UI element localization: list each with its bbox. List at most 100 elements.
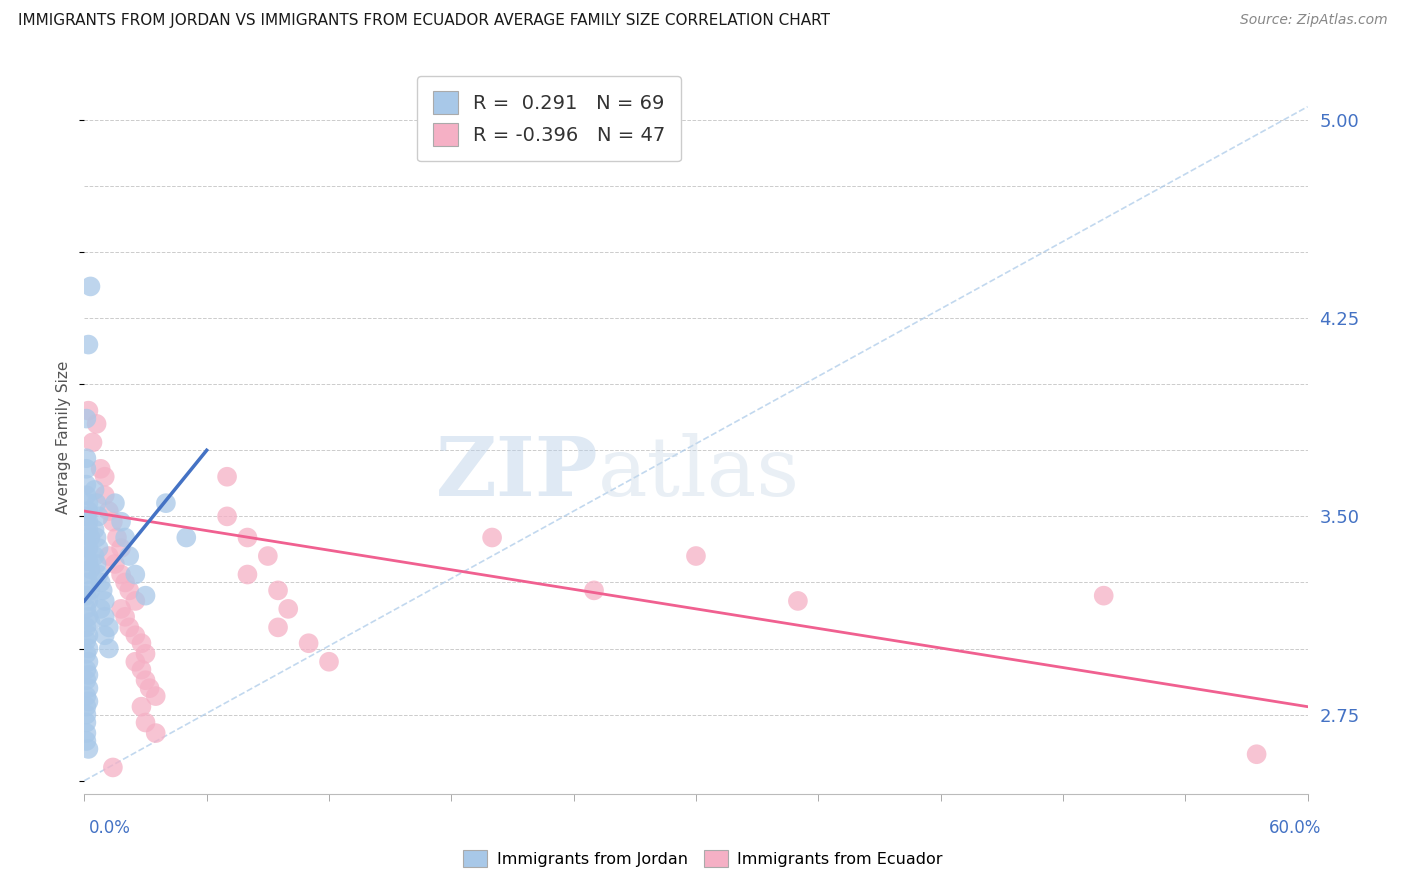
Point xyxy=(101,760,124,774)
Text: Source: ZipAtlas.com: Source: ZipAtlas.com xyxy=(1240,13,1388,28)
Point xyxy=(1092,589,1115,603)
Point xyxy=(86,496,108,510)
Point xyxy=(82,435,104,450)
Point xyxy=(118,549,141,563)
Point xyxy=(131,636,153,650)
Point xyxy=(110,541,132,555)
Point xyxy=(217,509,239,524)
Point xyxy=(145,726,167,740)
Point xyxy=(93,594,117,608)
Point xyxy=(110,567,132,582)
Point xyxy=(97,641,120,656)
Point xyxy=(75,707,97,722)
Point xyxy=(685,549,707,563)
Point xyxy=(1246,747,1268,762)
Point xyxy=(83,523,105,537)
Point xyxy=(105,531,128,545)
Point xyxy=(90,602,112,616)
Point xyxy=(77,496,100,510)
Point xyxy=(155,496,177,510)
Point xyxy=(79,562,101,576)
Point xyxy=(79,615,101,629)
Point xyxy=(131,663,153,677)
Point xyxy=(124,594,146,608)
Point xyxy=(75,602,97,616)
Point xyxy=(236,531,259,545)
Legend: Immigrants from Jordan, Immigrants from Ecuador: Immigrants from Jordan, Immigrants from … xyxy=(457,843,949,873)
Point xyxy=(75,647,97,661)
Point xyxy=(75,734,97,748)
Point xyxy=(124,567,146,582)
Point xyxy=(75,411,97,425)
Point xyxy=(93,488,117,502)
Point xyxy=(77,694,100,708)
Point xyxy=(267,620,290,634)
Point xyxy=(110,602,132,616)
Point xyxy=(77,554,100,568)
Y-axis label: Average Family Size: Average Family Size xyxy=(56,360,72,514)
Point xyxy=(176,531,198,545)
Point xyxy=(86,557,108,571)
Point xyxy=(75,451,97,466)
Point xyxy=(75,726,97,740)
Point xyxy=(75,673,97,688)
Point xyxy=(97,620,120,634)
Point xyxy=(75,620,97,634)
Point xyxy=(118,583,141,598)
Point xyxy=(110,515,132,529)
Point xyxy=(145,689,167,703)
Point xyxy=(277,602,299,616)
Point xyxy=(93,469,117,483)
Point xyxy=(118,620,141,634)
Point xyxy=(267,583,290,598)
Point xyxy=(77,609,100,624)
Point xyxy=(90,575,112,590)
Point xyxy=(77,575,100,590)
Point xyxy=(91,583,114,598)
Point xyxy=(257,549,280,563)
Point xyxy=(135,715,157,730)
Point xyxy=(77,337,100,351)
Point xyxy=(77,523,100,537)
Point xyxy=(583,583,606,598)
Point xyxy=(114,531,136,545)
Point xyxy=(83,549,105,563)
Point xyxy=(75,663,97,677)
Point xyxy=(79,279,101,293)
Point xyxy=(86,417,108,431)
Point xyxy=(75,567,97,582)
Legend: R =  0.291   N = 69, R = -0.396   N = 47: R = 0.291 N = 69, R = -0.396 N = 47 xyxy=(418,76,682,161)
Point xyxy=(77,641,100,656)
Point xyxy=(87,541,110,555)
Point xyxy=(77,504,100,518)
Point xyxy=(114,575,136,590)
Text: IMMIGRANTS FROM JORDAN VS IMMIGRANTS FROM ECUADOR AVERAGE FAMILY SIZE CORRELATIO: IMMIGRANTS FROM JORDAN VS IMMIGRANTS FRO… xyxy=(18,13,831,29)
Point xyxy=(75,509,97,524)
Point xyxy=(135,589,157,603)
Point xyxy=(97,549,120,563)
Point xyxy=(217,469,239,483)
Point xyxy=(124,655,146,669)
Point xyxy=(75,689,97,703)
Point xyxy=(131,699,153,714)
Point xyxy=(138,681,160,695)
Text: atlas: atlas xyxy=(598,433,800,513)
Point xyxy=(104,557,127,571)
Point xyxy=(318,655,340,669)
Point xyxy=(75,589,97,603)
Point xyxy=(87,509,110,524)
Point xyxy=(104,496,127,510)
Point xyxy=(236,567,259,582)
Point xyxy=(101,515,124,529)
Point xyxy=(124,628,146,642)
Point xyxy=(75,462,97,476)
Point xyxy=(77,541,100,555)
Point xyxy=(481,531,503,545)
Point xyxy=(787,594,810,608)
Point xyxy=(75,549,97,563)
Point xyxy=(75,633,97,648)
Point xyxy=(77,628,100,642)
Point xyxy=(83,483,105,497)
Point xyxy=(77,515,100,529)
Point xyxy=(86,531,108,545)
